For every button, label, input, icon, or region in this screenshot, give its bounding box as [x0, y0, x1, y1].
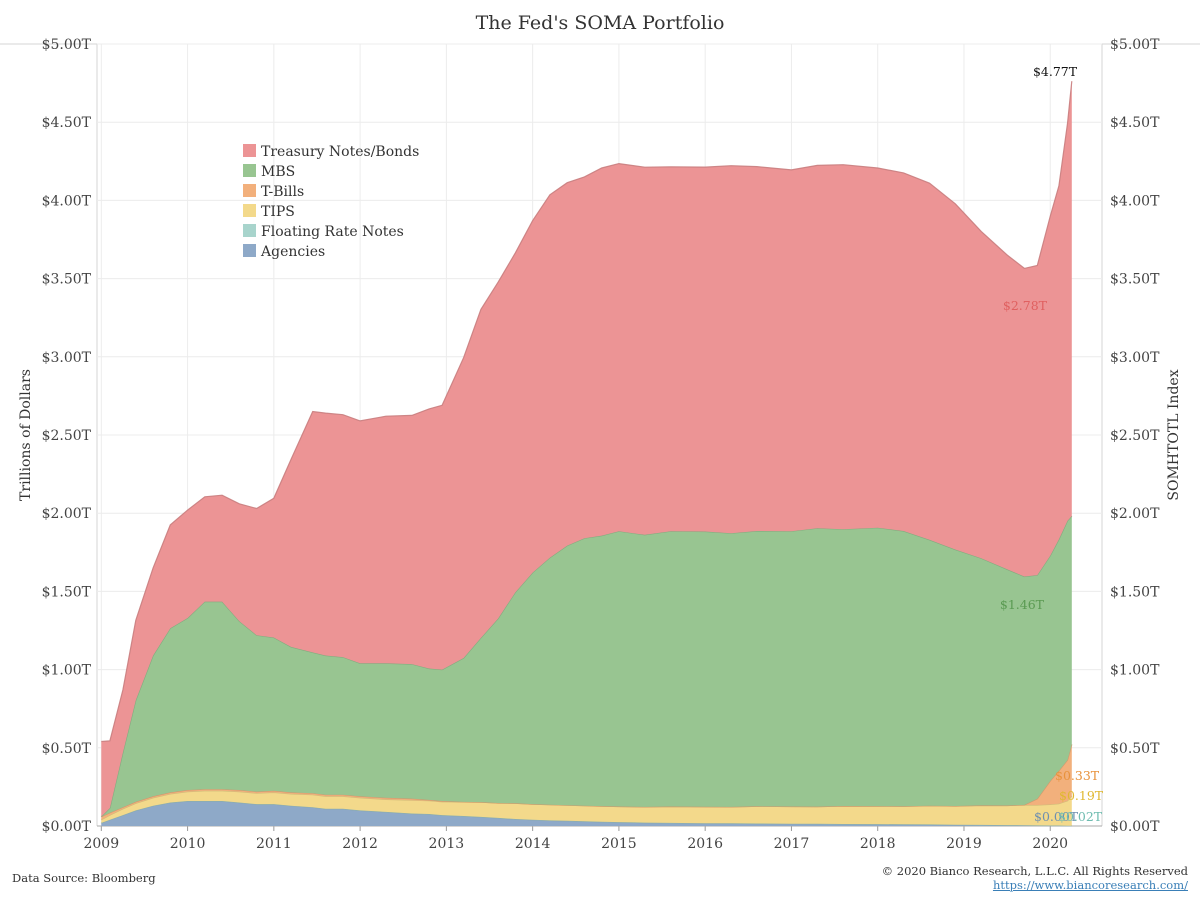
x-tick-label: 2010: [170, 836, 206, 852]
legend-swatch-floating-rate-notes: [243, 224, 256, 237]
edge-treasury-notes-bonds: [101, 81, 1073, 743]
legend: Treasury Notes/Bonds MBS T-Bills TIPS Floati…: [243, 144, 419, 260]
y-tick-label-left: $1.00T: [42, 663, 92, 679]
end-label-agencies: $0.00T: [1034, 809, 1079, 824]
legend-swatch-treasury-notes-bonds: [243, 144, 256, 157]
x-tick-label: 2012: [342, 836, 378, 852]
area-mbs: [101, 516, 1072, 817]
y-tick-label-right: $1.50T: [1110, 584, 1160, 600]
legend-swatch-tips: [243, 204, 256, 217]
y-tick-label-left: $0.50T: [42, 741, 92, 757]
area-tips: [101, 790, 1072, 826]
y-tick-label-right: $0.00T: [1110, 819, 1160, 835]
area-agencies: [101, 801, 1072, 826]
legend-swatch-agencies: [243, 244, 256, 257]
y-axis-title-right: SOMHTOTL Index: [1166, 369, 1182, 500]
legend-label-treasury-notes-bonds: Treasury Notes/Bonds: [261, 144, 419, 160]
y-tick-label-right: $3.50T: [1110, 272, 1160, 288]
x-tick-label: 2011: [256, 836, 292, 852]
x-tick-label: 2013: [429, 836, 465, 852]
legend-label-floating-rate-notes: Floating Rate Notes: [261, 224, 404, 240]
y-tick-label-left: $4.50T: [42, 115, 92, 131]
y-tick-label-right: $4.00T: [1110, 193, 1160, 209]
y-tick-label-right: $4.50T: [1110, 115, 1160, 131]
x-tick-label: 2015: [601, 836, 637, 852]
total-label: $4.77T: [1033, 64, 1078, 79]
x-tick-label: 2016: [687, 836, 723, 852]
y-axis-title-left: Trillions of Dollars: [18, 369, 34, 501]
y-tick-label-right: $0.50T: [1110, 741, 1160, 757]
end-label-t-bills: $0.33T: [1055, 768, 1100, 783]
legend-label-agencies: Agencies: [260, 244, 325, 260]
y-tick-label-left: $3.00T: [42, 350, 92, 366]
copyright-note: © 2020 Bianco Research, L.L.C. All Right…: [881, 864, 1188, 878]
website-link[interactable]: https://www.biancoresearch.com/: [992, 878, 1188, 892]
x-tick-label: 2009: [83, 836, 119, 852]
end-label-floating-rate-notes: $0.02T: [1058, 809, 1103, 824]
y-tick-label-left: $3.50T: [42, 272, 92, 288]
end-label-mbs: $1.46T: [1000, 597, 1045, 612]
legend-swatch-mbs: [243, 164, 256, 177]
x-tick-label: 2018: [860, 836, 896, 852]
x-tick-label: 2020: [1032, 836, 1068, 852]
y-tick-label-right: $1.00T: [1110, 663, 1160, 679]
area-treasury-notes-bonds: [101, 81, 1072, 817]
x-tick-label: 2017: [774, 836, 810, 852]
x-tick-label: 2014: [515, 836, 551, 852]
end-label-treasury-notes-bonds: $2.78T: [1003, 298, 1048, 313]
chart-title: The Fed's SOMA Portfolio: [475, 12, 725, 34]
x-tick-label: 2019: [946, 836, 982, 852]
legend-label-t-bills: T-Bills: [261, 184, 304, 200]
end-label-tips: $0.19T: [1059, 788, 1104, 803]
data-source-note: Data Source: Bloomberg: [12, 871, 156, 885]
y-tick-label-left: $2.00T: [42, 506, 92, 522]
y-tick-label-right: $2.00T: [1110, 506, 1160, 522]
y-tick-label-left: $4.00T: [42, 193, 92, 209]
y-tick-label-right: $3.00T: [1110, 350, 1160, 366]
y-tick-label-left: $5.00T: [42, 37, 92, 53]
y-tick-label-left: $0.00T: [42, 819, 92, 835]
legend-label-mbs: MBS: [261, 164, 295, 180]
y-tick-label-left: $1.50T: [42, 584, 92, 600]
y-tick-label-right: $5.00T: [1110, 37, 1160, 53]
y-tick-label-left: $2.50T: [42, 428, 92, 444]
y-tick-label-right: $2.50T: [1110, 428, 1160, 444]
legend-swatch-t-bills: [243, 184, 256, 197]
legend-label-tips: TIPS: [261, 204, 295, 220]
